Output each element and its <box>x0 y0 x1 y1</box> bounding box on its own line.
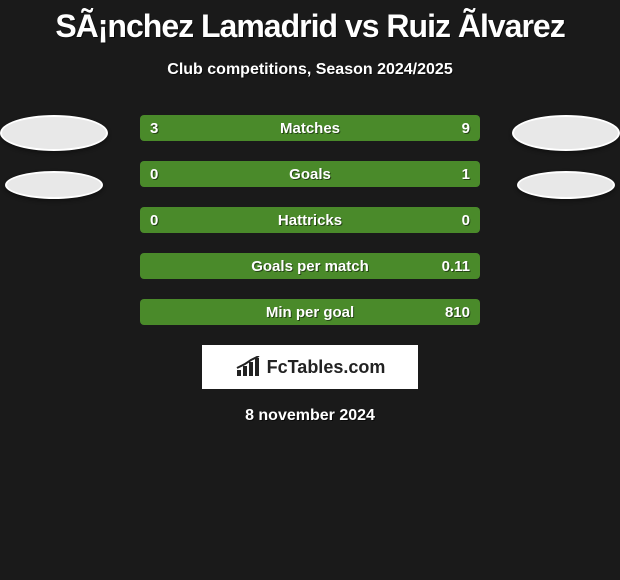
stat-row: 3 Matches 9 <box>140 115 480 141</box>
page-title: SÃ¡nchez Lamadrid vs Ruiz Ãlvarez <box>55 8 564 45</box>
brand-text: FcTables.com <box>267 357 386 378</box>
player-right-club-logo <box>517 171 615 199</box>
stat-right-value: 0 <box>440 212 470 229</box>
stats-area: 3 Matches 9 0 Goals 1 0 Hattricks 0 Goal… <box>0 115 620 325</box>
stat-left-value: 0 <box>150 166 180 183</box>
footer-date: 8 november 2024 <box>245 407 375 425</box>
page-subtitle: Club competitions, Season 2024/2025 <box>167 61 452 79</box>
stat-right-value: 9 <box>440 120 470 137</box>
brand-badge: FcTables.com <box>202 345 418 389</box>
stat-label: Hattricks <box>278 212 342 229</box>
stat-label: Matches <box>280 120 340 137</box>
player-left-photo <box>0 115 108 151</box>
stat-right-value: 810 <box>440 304 470 321</box>
stat-row: 0 Hattricks 0 <box>140 207 480 233</box>
stat-left-value: 3 <box>150 120 180 137</box>
stat-right-value: 1 <box>440 166 470 183</box>
stat-row: Goals per match 0.11 <box>140 253 480 279</box>
brand-chart-icon <box>235 356 263 378</box>
player-left-column <box>0 115 108 199</box>
stat-label: Goals per match <box>251 258 369 275</box>
stat-row: Min per goal 810 <box>140 299 480 325</box>
player-left-club-logo <box>5 171 103 199</box>
infographic-container: SÃ¡nchez Lamadrid vs Ruiz Ãlvarez Club c… <box>0 0 620 580</box>
player-right-photo <box>512 115 620 151</box>
stat-label: Min per goal <box>266 304 354 321</box>
stat-right-value: 0.11 <box>440 258 470 275</box>
stat-label: Goals <box>289 166 331 183</box>
player-right-column <box>512 115 620 199</box>
stat-left-value: 0 <box>150 212 180 229</box>
stat-row: 0 Goals 1 <box>140 161 480 187</box>
